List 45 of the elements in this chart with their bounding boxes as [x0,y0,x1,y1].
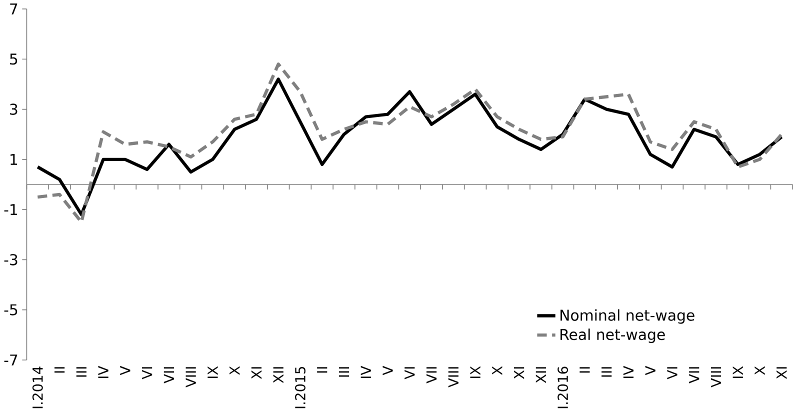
legend-label: Real net-wage [560,328,665,344]
x-tick-label: XII [536,367,546,384]
x-tick-label: VIII [186,367,196,388]
x-tick-label: V [382,366,393,376]
x-tick-label: V [120,366,130,376]
x-tick-label: I.2014 [32,366,43,408]
y-tick-label: 1 [10,154,18,166]
x-tick-label: VIII [448,367,458,388]
x-tick-label: X [230,366,240,376]
x-tick-label: IV [98,366,108,378]
legend-label: Nominal net-wage [560,310,694,324]
x-tick-label: I.2015 [295,367,306,408]
y-tick-label: 5 [10,54,18,65]
x-tick-label: VI [142,367,152,380]
x-tick-label: III [338,367,350,377]
x-tick-label: III [602,367,612,377]
y-tick-label: -5 [4,304,18,316]
x-tick-label: X [492,366,502,376]
x-tick-label: V [645,366,656,376]
x-tick-label: IV [623,366,634,378]
x-tick-label: XI [514,367,524,380]
x-tick-label: II [580,367,590,373]
x-tick-label: I.2016 [558,366,568,408]
y-tick-label: 7 [10,4,18,15]
x-tick-label: IX [470,366,480,378]
x-tick-label: VII [164,367,174,384]
x-tick-label: XI [251,367,262,380]
y-tick-label: -3 [4,254,18,266]
x-tick-label: IV [360,366,371,378]
y-tick-label: 3 [10,104,18,116]
x-tick-label: XII [273,367,284,384]
x-tick-label: II [54,367,65,373]
x-tick-label: III [76,367,86,377]
x-tick-label: XI [776,367,787,380]
x-tick-label: VI [404,367,415,380]
x-tick-label: VI [667,367,678,380]
x-tick-label: IX [208,366,218,378]
x-tick-label: VII [689,367,700,384]
x-tick-label: VII [426,367,437,384]
y-tick-label: -7 [4,354,18,366]
x-tick-label: II [317,367,328,373]
x-tick-label: IX [732,366,743,378]
x-tick-label: VIII [710,367,722,388]
y-tick-label: -1 [4,204,18,216]
x-tick-label: X [754,366,765,376]
